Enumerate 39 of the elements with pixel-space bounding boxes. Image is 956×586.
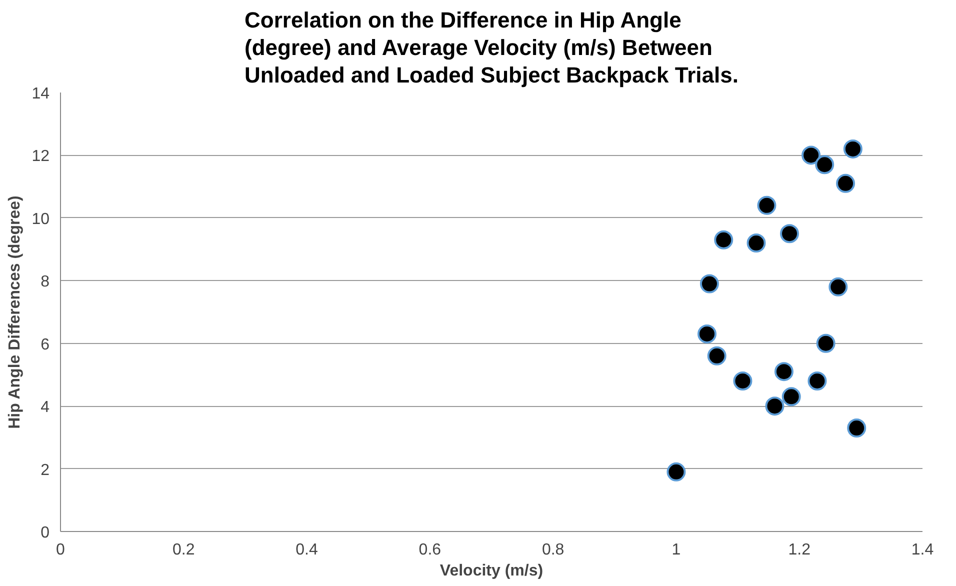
point (843, 139, 862, 158)
point (802, 146, 821, 165)
point (746, 234, 766, 252)
y-tick-label: 6 (40, 336, 50, 354)
y-tick-label: 8 (40, 274, 50, 291)
point (847, 418, 866, 438)
point (815, 155, 834, 174)
x-tick-label: 0.8 (542, 542, 564, 558)
y-tick-label: 12 (32, 148, 50, 166)
point (698, 324, 716, 344)
point (714, 230, 734, 250)
point (700, 274, 719, 294)
point (808, 372, 827, 390)
x-tick-label: 0.4 (296, 542, 318, 558)
x-tick-label: 0.6 (418, 542, 442, 558)
x-tick-label: 0 (56, 542, 66, 558)
point (774, 362, 794, 382)
point (780, 224, 800, 244)
point (816, 334, 836, 353)
y-tick-label: 4 (40, 399, 50, 416)
x-axis-title: Velocity (m/s) (440, 562, 544, 580)
y-axis-title: Hip Angle Differences (degree) (6, 196, 24, 429)
point (757, 196, 776, 215)
y-tick-label: 0 (40, 524, 50, 542)
point (782, 387, 801, 406)
point (836, 174, 856, 193)
x-tick-label: 1.2 (788, 542, 811, 558)
point (666, 462, 686, 482)
point (733, 372, 752, 390)
chart-title: Correlation on the Difference in Hip Angle (degree) and Average Velocity (m/s) Between Unloaded and Loaded Subject Backpack Trials. (244, 8, 738, 88)
x-tick-label: 1.4 (911, 542, 934, 558)
point (765, 396, 784, 416)
y-tick-label: 10 (32, 210, 50, 228)
y-tick-label: 14 (32, 86, 50, 102)
x-tick-label: 1 (672, 542, 681, 558)
y-tick-label: 2 (40, 462, 50, 479)
point (828, 277, 848, 296)
x-tick-label: 0.2 (172, 542, 195, 558)
point (707, 346, 726, 366)
